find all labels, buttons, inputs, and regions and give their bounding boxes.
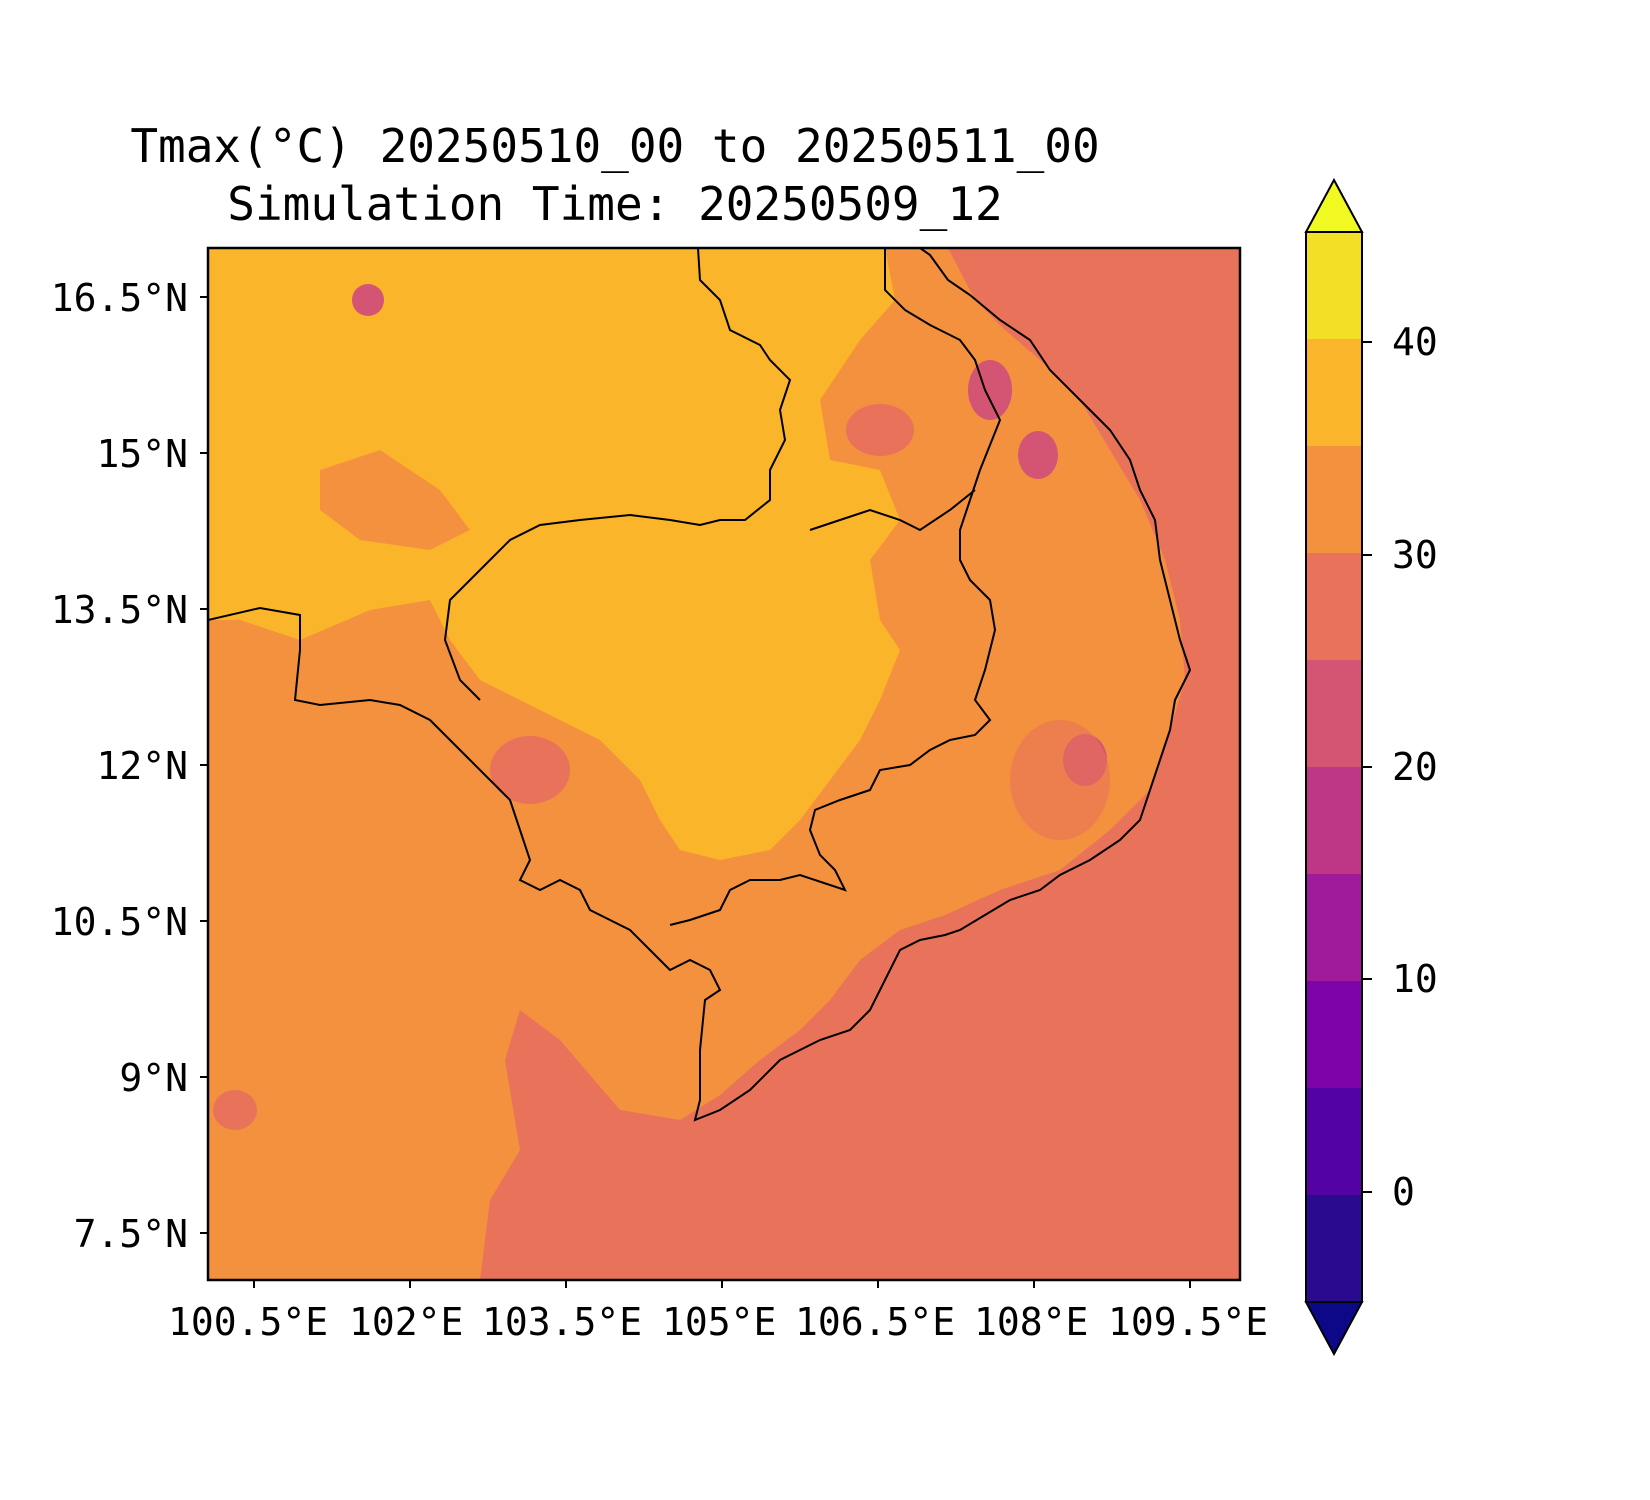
field-20-25 <box>352 284 384 316</box>
colorbar-band <box>1306 767 1362 874</box>
colorbar-tick-marks <box>1362 341 1372 1193</box>
lon-tick-label: 105°E <box>662 1300 777 1344</box>
map-subtitle: Simulation Time: 20250509_12 <box>227 177 1003 231</box>
lon-tick-label: 108°E <box>974 1300 1089 1344</box>
coastlines <box>208 248 1192 1122</box>
colorbar-band <box>1306 660 1362 767</box>
colorbar-tick-label: 0 <box>1392 1170 1415 1214</box>
colorbar <box>1304 177 1372 1357</box>
field-30-35-lobe <box>320 450 470 550</box>
lat-tick-label: 7.5°N <box>73 1212 188 1256</box>
colorbar-band <box>1306 339 1362 446</box>
lat-tick-marks <box>200 296 208 1234</box>
colorbar-extend-bottom <box>1304 1301 1364 1357</box>
lat-tick-label: 13.5°N <box>50 588 188 632</box>
colorbar-band <box>1306 232 1362 339</box>
lon-tick-label: 100.5°E <box>168 1300 329 1344</box>
map-title: Tmax(°C) 20250510_00 to 20250511_00 <box>130 119 1100 173</box>
lat-tick-label: 9°N <box>119 1056 188 1100</box>
field-20-25 <box>1018 431 1058 479</box>
lon-tick-label: 103.5°E <box>482 1300 643 1344</box>
colorbar-band <box>1306 1088 1362 1195</box>
lon-tick-label: 102°E <box>349 1300 464 1344</box>
lat-tick-label: 15°N <box>96 432 188 476</box>
field-25-30 <box>213 1090 257 1130</box>
lat-tick-label: 12°N <box>96 744 188 788</box>
field-20-25 <box>968 360 1012 420</box>
colorbar-band <box>1306 874 1362 981</box>
colorbar-band <box>1306 553 1362 660</box>
field-25-30 <box>490 736 570 804</box>
map-field <box>208 248 1240 1280</box>
colorbar-band <box>1306 981 1362 1088</box>
colorbar-tick-label: 40 <box>1392 320 1438 364</box>
lat-tick-label: 16.5°N <box>50 276 188 320</box>
lat-tick-label: 10.5°N <box>50 900 188 944</box>
colorbar-tick-label: 10 <box>1392 957 1438 1001</box>
lon-tick-label: 106.5°E <box>795 1300 956 1344</box>
colorbar-extend-top <box>1304 177 1364 233</box>
field-25-30 <box>846 404 914 456</box>
field-25-30 <box>1010 720 1110 840</box>
colorbar-tick-label: 30 <box>1392 533 1438 577</box>
field-35-40 <box>208 248 900 860</box>
lon-tick-label: 109.5°E <box>1108 1300 1269 1344</box>
colorbar-band <box>1306 446 1362 553</box>
lon-tick-marks <box>253 1280 1191 1288</box>
colorbar-band <box>1306 1195 1362 1302</box>
colorbar-tick-label: 20 <box>1392 745 1438 789</box>
